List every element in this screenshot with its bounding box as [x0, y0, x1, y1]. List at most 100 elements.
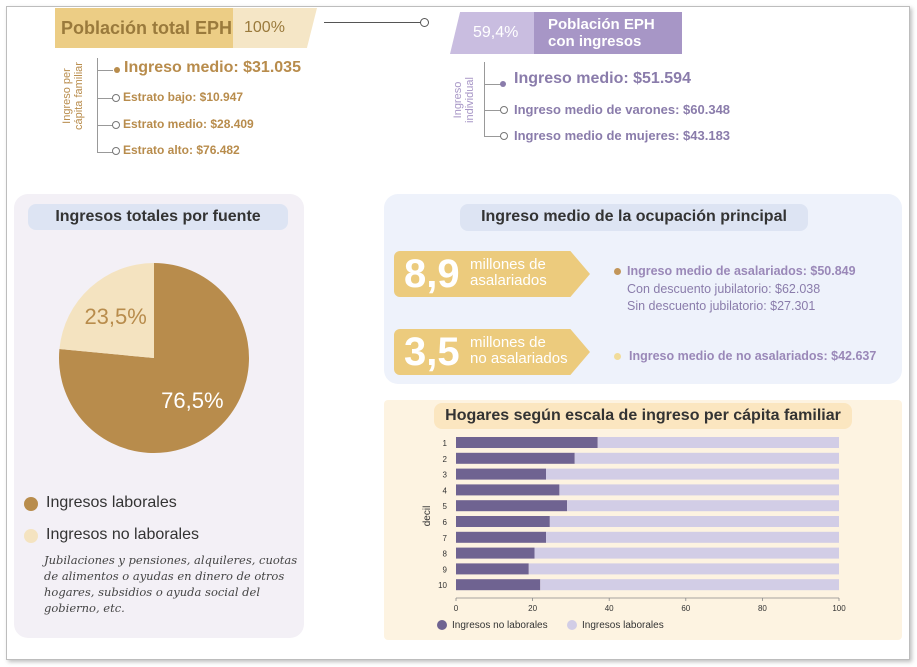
- legend-swatch-no-laborales: [437, 620, 447, 630]
- legend-swatch-laborales: [567, 620, 577, 630]
- bullet-open-icon: [112, 94, 120, 102]
- individual-mean-income: Ingreso medio: $51.594: [514, 70, 691, 87]
- bullet-open-icon: [112, 147, 120, 155]
- header-connector-dot: [420, 18, 429, 27]
- mean-income-women: Ingreso medio de mujeres: $43.183: [514, 128, 731, 143]
- bar-no-laborales-decil-9: [456, 563, 529, 575]
- asalariados-tag: 8,9 millones de asalariados: [394, 251, 590, 297]
- bar-no-laborales-decil-6: [456, 516, 550, 527]
- bar-laborales-decil-4: [559, 484, 839, 496]
- total-population-percent: 100%: [233, 8, 317, 48]
- legend-no-laborales-swatch: [24, 529, 38, 543]
- x-tick-label: 80: [758, 604, 767, 613]
- x-tick-label: 100: [832, 604, 846, 613]
- legend-laborales-swatch: [24, 497, 38, 511]
- asalariados-number: 8,9: [404, 252, 460, 296]
- bullet-open-icon: [112, 121, 120, 129]
- right-tree-branch-main: [484, 84, 502, 85]
- bullet-filled-icon: [114, 67, 120, 73]
- non-labor-income-note: Jubilaciones y pensiones, alquileres, cu…: [44, 553, 298, 615]
- bullet-open-icon: [500, 132, 508, 140]
- with-pension-discount: Con descuento jubilatorio: $62.038: [627, 282, 821, 296]
- deciles-panel: Hogares según escala de ingreso per cápi…: [384, 400, 902, 640]
- bar-laborales-decil-8: [534, 547, 839, 559]
- bullet-filled-icon: [614, 353, 621, 360]
- decil-tick-label: 4: [443, 486, 448, 495]
- bar-laborales-decil-1: [597, 437, 839, 448]
- income-population-header: 59,4% Población EPH con ingresos: [450, 12, 682, 54]
- per-capita-axis-label: Ingreso per cápita familiar: [61, 62, 85, 130]
- pie-slice-no-laborales: [59, 263, 154, 358]
- bar-no-laborales-decil-3: [456, 468, 547, 480]
- no-asalariados-tag: 3,5 millones de no asalariados: [394, 329, 590, 375]
- legend-no-laborales-label: Ingresos no laborales: [46, 526, 199, 543]
- x-tick-label: 40: [605, 604, 614, 613]
- income-population-title: Población EPH con ingresos: [534, 12, 682, 54]
- left-tree-branch: [97, 98, 113, 99]
- stratum-mid: Estrato medio: $28.409: [123, 117, 254, 131]
- decil-tick-label: 5: [443, 502, 448, 511]
- bar-laborales-decil-10: [540, 579, 839, 591]
- legend-laborales-label: Ingresos laborales: [46, 494, 177, 511]
- occupation-title: Ingreso medio de la ocupación principal: [460, 204, 808, 231]
- left-tree-foot: [97, 152, 113, 153]
- decil-tick-label: 7: [443, 534, 448, 543]
- bullet-filled-icon: [614, 268, 621, 275]
- legend-label-no-laborales: Ingresos no laborales: [452, 620, 548, 631]
- occupation-panel: Ingreso medio de la ocupación principal …: [384, 194, 902, 384]
- x-tick-label: 20: [528, 604, 537, 613]
- left-tree-trunk: [97, 58, 98, 152]
- decil-tick-label: 6: [443, 518, 448, 527]
- income-population-percent: 59,4%: [450, 12, 534, 54]
- income-sources-panel: Ingresos totales por fuente 76,5% 23,5% I…: [14, 194, 304, 638]
- x-tick-label: 0: [454, 604, 459, 613]
- decil-tick-label: 3: [443, 471, 448, 480]
- income-sources-title: Ingresos totales por fuente: [28, 204, 288, 230]
- left-tree-branch-main: [97, 70, 113, 71]
- bar-no-laborales-decil-7: [456, 531, 547, 543]
- decil-tick-label: 1: [443, 439, 448, 448]
- bar-laborales-decil-9: [528, 563, 839, 575]
- pie-label-no-laborales: 23,5%: [84, 304, 146, 329]
- y-axis-label: decil: [422, 506, 433, 527]
- bar-laborales-decil-2: [574, 452, 839, 464]
- stratum-high: Estrato alto: $76.482: [123, 143, 240, 157]
- right-tree-trunk: [484, 62, 485, 136]
- bar-no-laborales-decil-2: [456, 452, 575, 464]
- bar-no-laborales-decil-10: [456, 579, 541, 591]
- pie-label-laborales: 76,5%: [161, 388, 223, 413]
- x-tick-label: 60: [681, 604, 690, 613]
- bar-no-laborales-decil-8: [456, 547, 535, 559]
- asalariados-mean-income: Ingreso medio de asalariados: $50.849: [627, 264, 856, 278]
- decil-tick-label: 10: [438, 581, 447, 590]
- legend-label-laborales: Ingresos laborales: [582, 620, 664, 631]
- without-pension-discount: Sin descuento jubilatorio: $27.301: [627, 299, 816, 313]
- bar-laborales-decil-6: [549, 516, 839, 527]
- left-tree-branch: [97, 125, 113, 126]
- deciles-title: Hogares según escala de ingreso per cápi…: [434, 403, 852, 429]
- no-asalariados-mean-income: Ingreso medio de no asalariados: $42.637: [629, 349, 877, 363]
- header-connector: [324, 22, 424, 23]
- bar-no-laborales-decil-1: [456, 437, 598, 448]
- bar-laborales-decil-3: [546, 468, 839, 480]
- per-capita-mean-income: Ingreso medio: $31.035: [124, 59, 301, 76]
- decil-tick-label: 2: [443, 455, 448, 464]
- bar-no-laborales-decil-5: [456, 500, 568, 512]
- no-asalariados-number: 3,5: [404, 330, 460, 374]
- bar-laborales-decil-7: [546, 531, 839, 543]
- mean-income-men: Ingreso medio de varones: $60.348: [514, 102, 731, 117]
- no-asalariados-label: millones de no asalariados: [470, 334, 568, 367]
- decil-tick-label: 9: [443, 565, 448, 574]
- income-sources-pie: 76,5% 23,5%: [58, 263, 250, 453]
- decil-tick-label: 8: [443, 550, 448, 559]
- bullet-filled-icon: [500, 81, 506, 87]
- stratum-low: Estrato bajo: $10.947: [123, 90, 244, 104]
- bullet-open-icon: [500, 106, 508, 114]
- total-population-header: Población total EPH 100%: [55, 8, 317, 48]
- bar-laborales-decil-5: [567, 500, 839, 512]
- individual-axis-label: Ingreso individual: [452, 77, 476, 123]
- right-tree-branch: [484, 110, 502, 111]
- right-tree-branch: [484, 136, 502, 137]
- total-population-title: Población total EPH: [55, 8, 233, 48]
